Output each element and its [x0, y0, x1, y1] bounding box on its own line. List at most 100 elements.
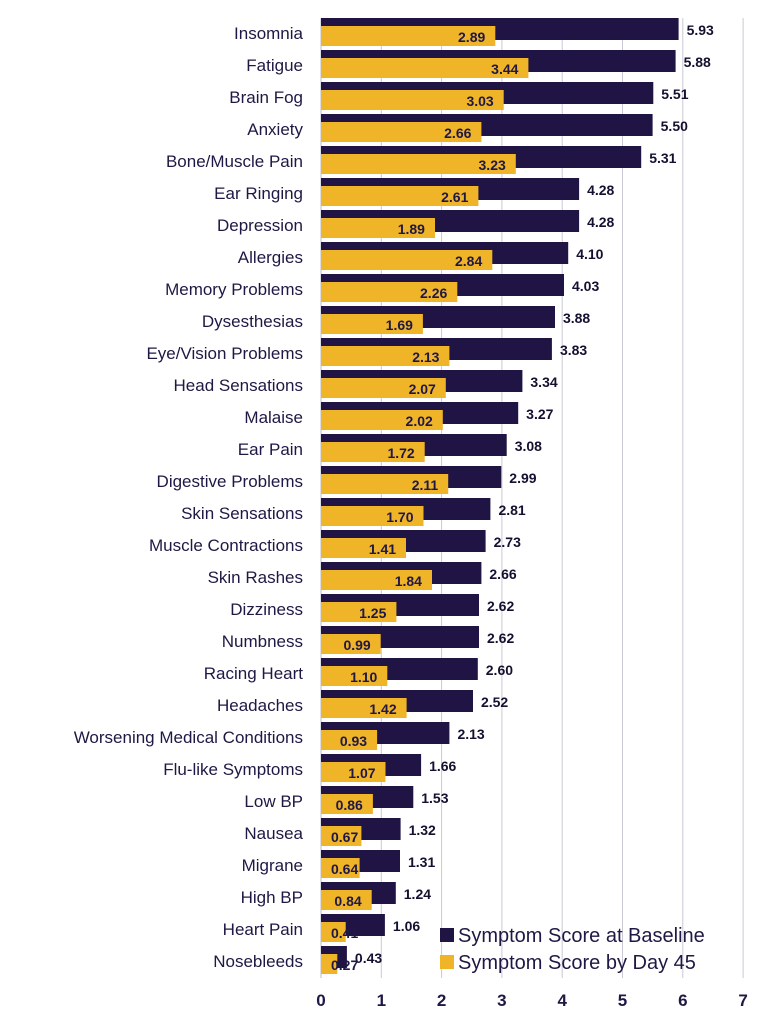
category-label: Dysesthesias [202, 312, 303, 331]
day45-value-label: 3.03 [466, 93, 493, 109]
day45-bar [321, 922, 346, 942]
day45-bar [321, 154, 516, 174]
category-label: Malaise [244, 408, 303, 427]
day45-value-label: 0.93 [340, 733, 367, 749]
day45-bar [321, 282, 458, 302]
day45-value-label: 1.42 [369, 701, 396, 717]
day45-value-label: 0.41 [331, 925, 358, 941]
day45-bar [321, 730, 378, 750]
day45-value-label: 2.66 [444, 125, 471, 141]
x-tick-label: 5 [618, 991, 627, 1010]
day45-value-label: 1.41 [369, 541, 396, 557]
day45-value-label: 1.10 [350, 669, 377, 685]
day45-value-label: 2.07 [409, 381, 436, 397]
category-label: Allergies [238, 248, 303, 267]
legend: Symptom Score at Baseline Symptom Score … [440, 925, 705, 974]
day45-value-label: 0.27 [331, 957, 358, 973]
baseline-value-label: 2.62 [487, 598, 514, 614]
day45-bar [321, 570, 432, 590]
category-label: Headaches [217, 696, 303, 715]
category-label: Head Sensations [174, 376, 303, 395]
day45-value-label: 0.67 [331, 829, 358, 845]
category-label: Heart Pain [223, 920, 303, 939]
x-tick-label: 6 [678, 991, 687, 1010]
baseline-value-label: 1.53 [421, 790, 448, 806]
day45-bar [321, 954, 338, 974]
baseline-value-label: 4.28 [587, 214, 614, 230]
day45-value-label: 2.11 [412, 477, 439, 493]
x-tick-label: 1 [377, 991, 386, 1010]
day45-value-label: 0.64 [331, 861, 358, 877]
baseline-value-label: 5.88 [684, 54, 711, 70]
day45-value-label: 2.84 [455, 253, 482, 269]
day45-value-label: 1.69 [386, 317, 413, 333]
day45-value-label: 0.86 [336, 797, 363, 813]
baseline-value-label: 2.99 [509, 470, 536, 486]
baseline-value-label: 2.52 [481, 694, 508, 710]
day45-bar [321, 218, 435, 238]
day45-value-label: 1.07 [348, 765, 375, 781]
category-label: Migrane [242, 856, 303, 875]
x-tick-label: 4 [557, 991, 567, 1010]
day45-value-label: 1.25 [359, 605, 386, 621]
category-label: Dizziness [230, 600, 303, 619]
day45-value-label: 0.84 [334, 893, 361, 909]
baseline-value-label: 3.27 [526, 406, 553, 422]
day45-bar [321, 90, 504, 110]
baseline-value-label: 4.10 [576, 246, 603, 262]
day45-bar [321, 634, 381, 654]
day45-value-label: 2.61 [441, 189, 468, 205]
day45-bar [321, 26, 496, 46]
baseline-value-label: 3.83 [560, 342, 587, 358]
category-label: Worsening Medical Conditions [74, 728, 303, 747]
category-label: Digestive Problems [157, 472, 303, 491]
category-label: Low BP [244, 792, 303, 811]
day45-bar [321, 378, 446, 398]
day45-bar [321, 538, 406, 558]
x-axis-ticks: 0 1 2 3 4 5 6 7 [316, 991, 748, 1010]
baseline-value-label: 5.50 [661, 118, 688, 134]
day45-value-label: 3.23 [479, 157, 506, 173]
category-label: Skin Rashes [208, 568, 303, 587]
category-label: Depression [217, 216, 303, 235]
baseline-value-label: 1.32 [409, 822, 436, 838]
day45-bar [321, 666, 388, 686]
baseline-value-label: 1.06 [393, 918, 420, 934]
legend-swatch-baseline [440, 928, 454, 942]
baseline-value-label: 3.08 [515, 438, 542, 454]
baseline-value-label: 2.13 [457, 726, 484, 742]
day45-bar [321, 858, 360, 878]
day45-bar [321, 474, 449, 494]
category-label: Ear Pain [238, 440, 303, 459]
day45-bar [321, 410, 443, 430]
category-label: Memory Problems [165, 280, 303, 299]
day45-bar [321, 250, 493, 270]
baseline-value-label: 4.28 [587, 182, 614, 198]
day45-bar [321, 122, 482, 142]
day45-value-label: 1.70 [386, 509, 413, 525]
category-label: Nosebleeds [213, 952, 303, 971]
baseline-value-label: 2.62 [487, 630, 514, 646]
day45-bar [321, 314, 423, 334]
x-tick-label: 7 [738, 991, 747, 1010]
day45-value-label: 1.89 [398, 221, 425, 237]
day45-bar [321, 826, 362, 846]
day45-bar [321, 698, 407, 718]
day45-value-label: 2.89 [458, 29, 485, 45]
bars: 5.93 2.89 5.88 3.44 5.51 3.03 5.50 2.66 5.31 3.23… [321, 18, 714, 974]
category-label: Anxiety [247, 120, 303, 139]
x-tick-label: 2 [437, 991, 446, 1010]
day45-bar [321, 890, 372, 910]
day45-bar [321, 794, 373, 814]
day45-bar [321, 346, 450, 366]
baseline-value-label: 1.24 [404, 886, 431, 902]
day45-bar [321, 762, 386, 782]
baseline-value-label: 2.66 [489, 566, 516, 582]
day45-value-label: 0.99 [343, 637, 370, 653]
category-label: Insomnia [234, 24, 304, 43]
baseline-value-label: 1.66 [429, 758, 456, 774]
day45-value-label: 3.44 [491, 61, 518, 77]
category-label: Fatigue [246, 56, 303, 75]
category-label: Nausea [244, 824, 303, 843]
